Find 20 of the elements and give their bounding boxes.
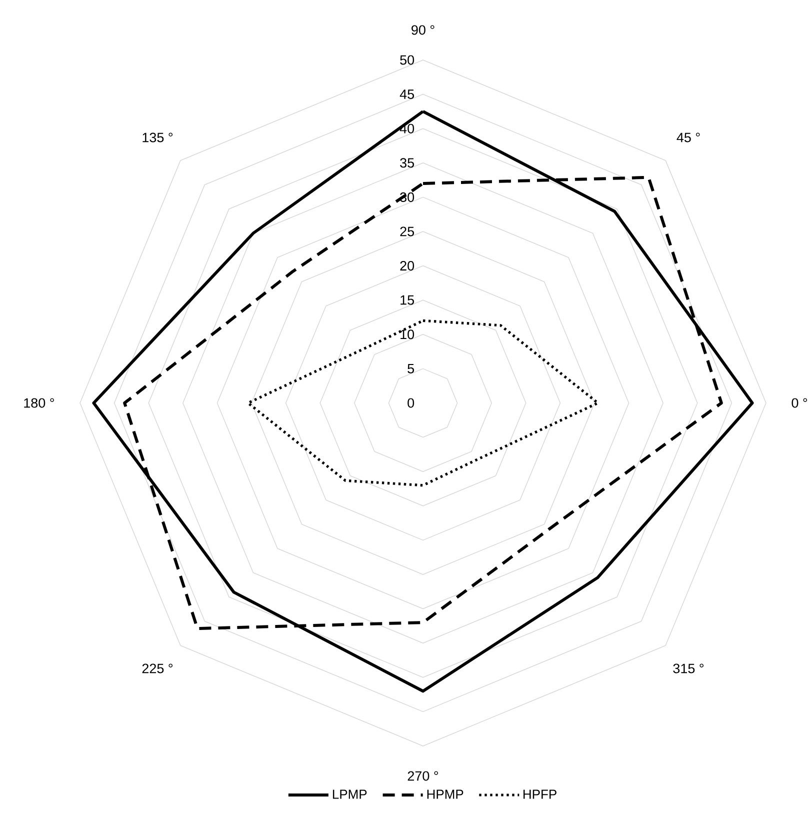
spoke-label: 315 ° [673, 664, 704, 674]
spoke-label: 135 ° [142, 132, 173, 142]
y-tick-label: 5 [408, 364, 414, 374]
legend-label: HPMP [427, 790, 464, 799]
y-tick-label: 20 [400, 261, 414, 271]
spoke-label: 0 ° [792, 398, 808, 408]
y-tick-label: 25 [400, 226, 414, 236]
spoke-label: 225 ° [142, 664, 173, 674]
y-tick-label: 0 [408, 398, 414, 408]
y-tick-label: 45 [400, 90, 414, 99]
y-tick-label: 50 [400, 55, 414, 65]
y-tick-label: 35 [400, 158, 414, 168]
spoke-label: 180 ° [24, 398, 54, 408]
spoke-label: 90 ° [412, 25, 434, 35]
legend-label: LPMP [333, 790, 367, 799]
legend-label: HPFP [524, 790, 556, 799]
spoke-label: 270 ° [408, 771, 438, 781]
spoke-label: 45 ° [676, 132, 700, 142]
y-tick-label: 10 [400, 330, 414, 340]
y-tick-label: 15 [400, 295, 414, 305]
